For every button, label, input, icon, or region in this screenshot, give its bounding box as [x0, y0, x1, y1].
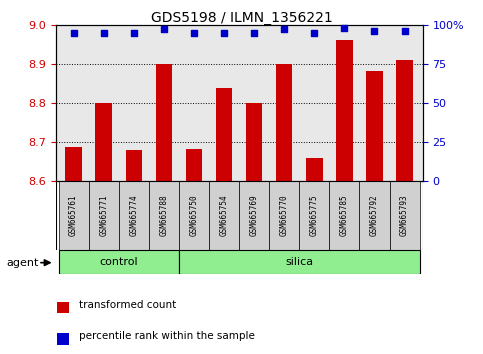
Text: GSM665769: GSM665769: [250, 194, 258, 236]
Bar: [156, 64, 172, 181]
FancyBboxPatch shape: [119, 181, 149, 250]
FancyBboxPatch shape: [58, 250, 179, 274]
Bar: [96, 103, 112, 181]
Bar: [246, 103, 262, 181]
FancyBboxPatch shape: [179, 250, 420, 274]
FancyBboxPatch shape: [179, 181, 209, 250]
Text: silica: silica: [285, 257, 313, 267]
Text: GSM665775: GSM665775: [310, 194, 319, 236]
Text: GDS5198 / ILMN_1356221: GDS5198 / ILMN_1356221: [151, 11, 332, 25]
FancyBboxPatch shape: [299, 181, 329, 250]
FancyBboxPatch shape: [89, 181, 119, 250]
Point: [280, 27, 288, 32]
Point: [70, 30, 77, 35]
Text: control: control: [99, 257, 138, 267]
Point: [401, 28, 409, 34]
Text: GSM665771: GSM665771: [99, 194, 108, 236]
FancyBboxPatch shape: [239, 181, 269, 250]
Bar: [185, 149, 202, 181]
Bar: [276, 64, 293, 181]
FancyBboxPatch shape: [58, 181, 89, 250]
Bar: [336, 40, 353, 181]
Bar: [306, 158, 323, 181]
Text: GSM665750: GSM665750: [189, 194, 199, 236]
Text: GSM665761: GSM665761: [69, 194, 78, 236]
Point: [370, 28, 378, 34]
Text: GSM665792: GSM665792: [370, 194, 379, 236]
Bar: [57, 333, 70, 345]
Bar: [216, 88, 232, 181]
Bar: [396, 60, 413, 181]
Text: percentile rank within the sample: percentile rank within the sample: [79, 331, 255, 341]
Bar: [126, 150, 142, 181]
Point: [130, 30, 138, 35]
FancyBboxPatch shape: [149, 181, 179, 250]
Text: GSM665770: GSM665770: [280, 194, 289, 236]
Bar: [366, 71, 383, 181]
Text: GSM665793: GSM665793: [400, 194, 409, 236]
Point: [220, 30, 228, 35]
Point: [190, 30, 198, 35]
FancyBboxPatch shape: [269, 181, 299, 250]
Text: agent: agent: [6, 258, 39, 268]
Text: transformed count: transformed count: [79, 300, 176, 310]
Text: GSM665754: GSM665754: [220, 194, 228, 236]
Text: GSM665785: GSM665785: [340, 194, 349, 236]
Point: [160, 27, 168, 32]
Text: GSM665788: GSM665788: [159, 194, 169, 236]
Bar: [65, 147, 82, 181]
Bar: [57, 302, 70, 314]
Text: GSM665774: GSM665774: [129, 194, 138, 236]
Point: [341, 25, 348, 31]
Point: [100, 30, 108, 35]
FancyBboxPatch shape: [359, 181, 389, 250]
FancyBboxPatch shape: [329, 181, 359, 250]
Point: [250, 30, 258, 35]
FancyBboxPatch shape: [209, 181, 239, 250]
Point: [311, 30, 318, 35]
FancyBboxPatch shape: [389, 181, 420, 250]
